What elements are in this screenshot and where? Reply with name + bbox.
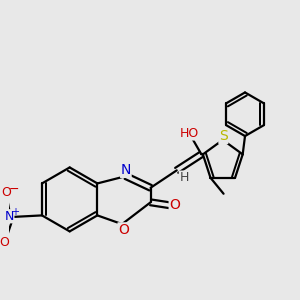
Text: O: O bbox=[169, 198, 180, 212]
Text: O: O bbox=[2, 186, 11, 199]
Text: N: N bbox=[4, 210, 14, 223]
Text: N: N bbox=[121, 163, 131, 177]
Text: O: O bbox=[118, 223, 129, 237]
Text: H: H bbox=[179, 171, 189, 184]
Text: O: O bbox=[0, 236, 9, 249]
Text: HO: HO bbox=[180, 127, 200, 140]
Text: +: + bbox=[11, 207, 19, 217]
Text: S: S bbox=[219, 129, 228, 143]
Text: −: − bbox=[8, 183, 19, 196]
